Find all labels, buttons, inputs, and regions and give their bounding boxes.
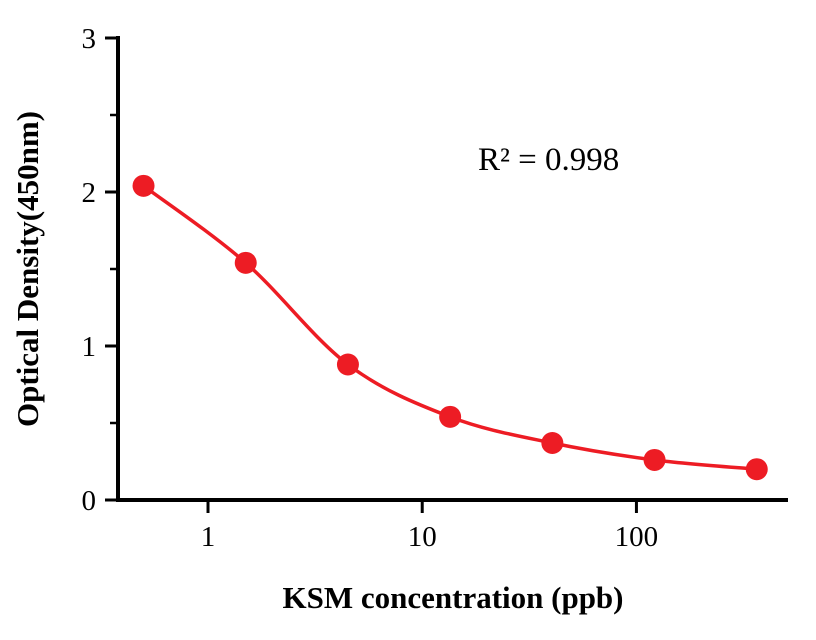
y-axis-tick-label: 1 (82, 331, 97, 363)
y-axis-tick-label: 0 (82, 485, 97, 517)
data-point-marker (234, 251, 257, 274)
data-point-marker (541, 432, 564, 455)
x-axis-tick-label: 100 (615, 521, 659, 553)
y-axis-tick-label: 2 (82, 177, 97, 209)
r-squared-annotation: R² = 0.998 (478, 142, 620, 178)
data-point-marker (132, 174, 155, 197)
data-point-marker (439, 405, 462, 428)
y-axis-title: Optical Density(450nm) (10, 111, 45, 428)
x-axis-tick-label: 10 (408, 521, 437, 553)
x-axis-title: KSM concentration (ppb) (282, 580, 624, 615)
data-point-marker (336, 353, 359, 376)
data-point-marker (643, 448, 666, 471)
x-axis-tick-label: 1 (201, 521, 216, 553)
data-point-marker (745, 458, 768, 481)
y-axis-tick-label: 3 (82, 23, 97, 55)
